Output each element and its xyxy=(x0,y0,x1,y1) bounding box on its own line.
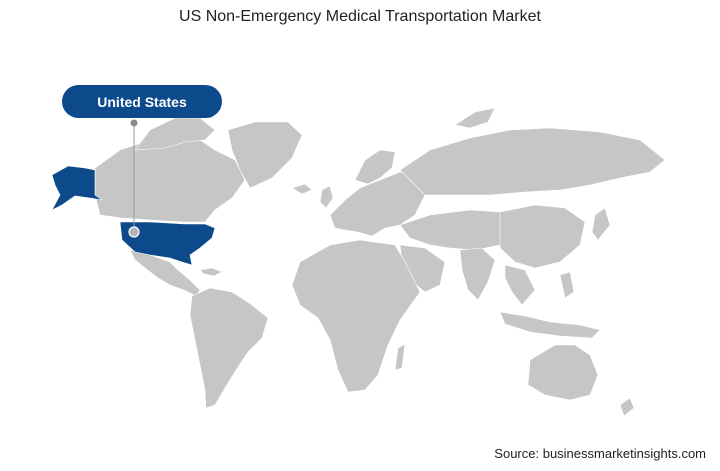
source-text: Source: businessmarketinsights.com xyxy=(494,446,706,461)
philippines xyxy=(559,271,575,299)
japan xyxy=(591,207,611,241)
south-america xyxy=(189,287,269,409)
europe xyxy=(329,171,426,237)
pin-top-dot xyxy=(130,119,138,127)
arctic-russia-islands xyxy=(454,107,496,129)
scandinavia xyxy=(354,149,396,185)
chart-title: US Non-Emergency Medical Transportation … xyxy=(179,8,541,25)
india xyxy=(459,247,496,301)
country-label: United States xyxy=(97,93,187,110)
africa xyxy=(291,239,421,393)
new-zealand xyxy=(619,397,635,417)
greenland xyxy=(227,121,303,189)
madagascar xyxy=(394,343,406,371)
russia xyxy=(399,127,666,196)
alaska xyxy=(51,165,103,211)
indonesia xyxy=(499,311,601,339)
australia xyxy=(527,344,599,401)
china xyxy=(499,204,586,269)
iceland xyxy=(291,183,313,195)
pin-location-dot xyxy=(128,226,140,238)
us-contiguous xyxy=(119,221,216,266)
arctic-islands xyxy=(134,117,216,151)
se-asia xyxy=(504,264,536,306)
country-label-pill: United States xyxy=(62,85,222,118)
uk xyxy=(319,185,334,209)
central-asia xyxy=(399,209,516,251)
caribbean xyxy=(199,267,223,277)
